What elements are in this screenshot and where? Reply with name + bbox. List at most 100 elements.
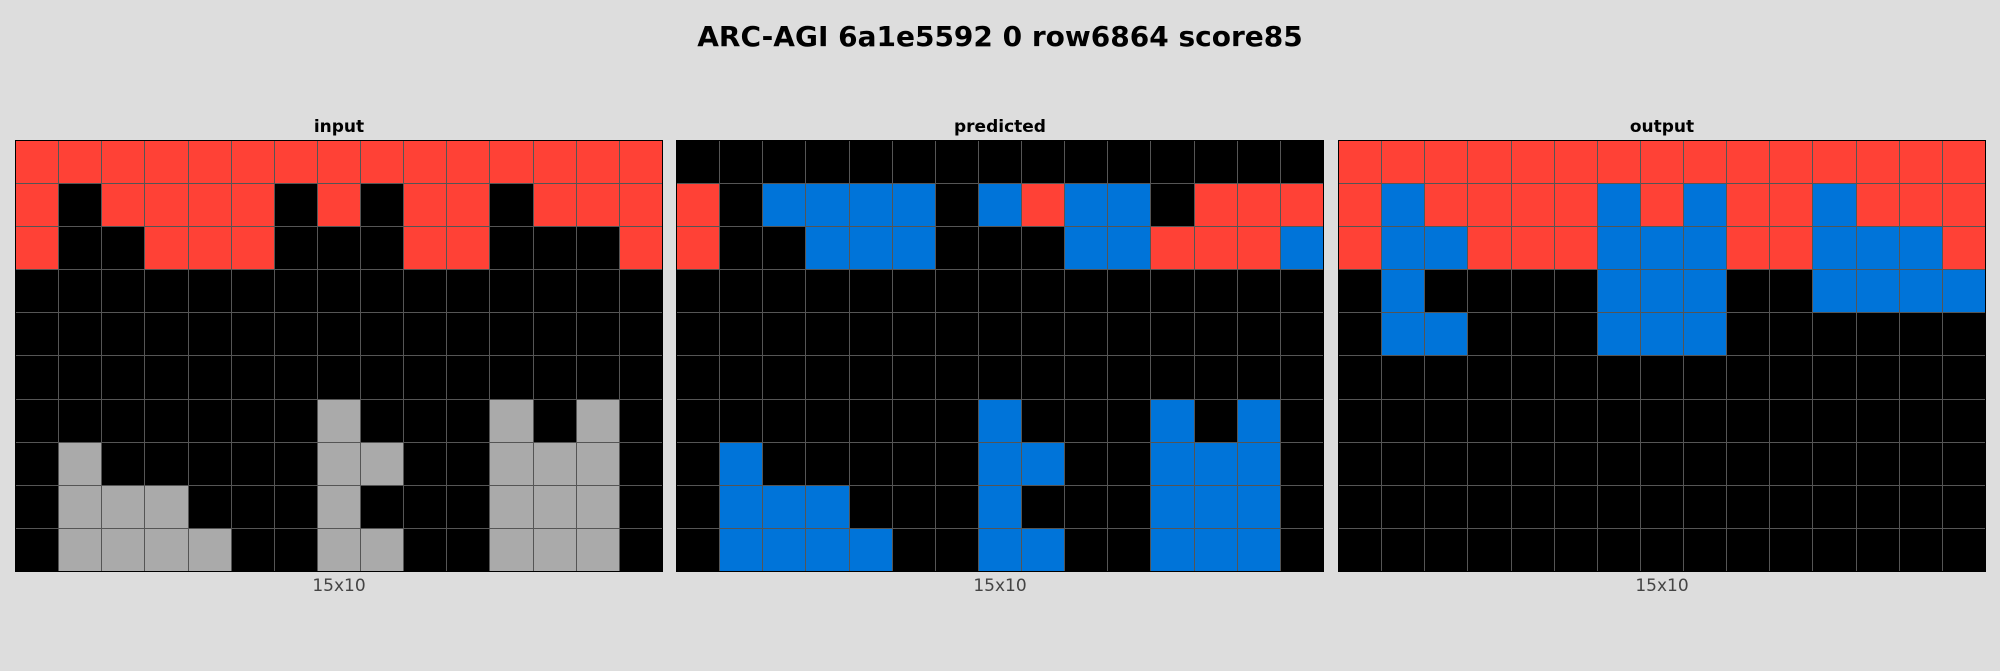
grid-cell — [1237, 313, 1280, 356]
grid-cell — [892, 485, 935, 528]
grid-cell — [978, 184, 1022, 227]
grid-cell — [806, 184, 849, 227]
grid-cell — [490, 528, 533, 571]
grid-cell — [188, 356, 231, 399]
grid-cell — [1856, 356, 1899, 399]
grid-cell — [1280, 313, 1323, 356]
grid-cell — [806, 313, 849, 356]
grid-cell — [1856, 528, 1899, 571]
grid-cell — [1425, 442, 1468, 485]
grid-cell — [720, 270, 763, 313]
grid-cell — [1640, 356, 1684, 399]
grid-cell — [619, 399, 662, 442]
grid-cell — [1899, 356, 1942, 399]
grid-cell — [1727, 141, 1770, 184]
grid-cell — [145, 442, 188, 485]
grid-cell — [1022, 528, 1065, 571]
grid-cell — [1727, 227, 1770, 270]
grid-cell — [1425, 184, 1468, 227]
grid-cell — [231, 141, 274, 184]
grid-cell — [274, 442, 317, 485]
grid-cell — [1813, 270, 1856, 313]
grid-cell — [806, 442, 849, 485]
grid-cell — [533, 270, 576, 313]
grid-cell — [231, 313, 274, 356]
grid-cell — [1813, 184, 1856, 227]
grid-cell — [892, 184, 935, 227]
grid-cell — [533, 356, 576, 399]
grid-cell — [59, 313, 102, 356]
grid-cell — [317, 528, 361, 571]
grid-cell — [102, 528, 145, 571]
grid-cell — [892, 528, 935, 571]
grid-cell — [1108, 485, 1151, 528]
grid-cell — [1727, 356, 1770, 399]
grid-cell — [404, 270, 447, 313]
grid-cell — [677, 442, 720, 485]
grid-cell — [1468, 356, 1511, 399]
grid-cell — [1640, 442, 1684, 485]
grid-cell — [1813, 399, 1856, 442]
grid-cell — [1108, 141, 1151, 184]
grid-cell — [447, 399, 490, 442]
grid-cell — [490, 485, 533, 528]
grid-cell — [102, 442, 145, 485]
grid-cell — [1151, 184, 1194, 227]
grid-cell — [1237, 528, 1280, 571]
grid-cell — [1151, 399, 1194, 442]
grid-cell — [677, 313, 720, 356]
grid-cell — [1511, 442, 1554, 485]
grid-size-label: 15x10 — [312, 576, 366, 596]
grid-cell — [102, 184, 145, 227]
grid-cell — [533, 399, 576, 442]
grid-predicted — [676, 140, 1324, 572]
grid-cell — [892, 141, 935, 184]
grid-cell — [317, 399, 361, 442]
grid-cell — [490, 141, 533, 184]
grid-cell — [317, 270, 361, 313]
grid-cell — [1684, 270, 1727, 313]
grid-cell — [102, 313, 145, 356]
grid-cell — [16, 399, 59, 442]
grid-cell — [1194, 399, 1237, 442]
grid-cell — [490, 227, 533, 270]
grid-cell — [849, 485, 892, 528]
panel-input: input 15x10 — [15, 115, 663, 596]
grid-cell — [404, 313, 447, 356]
grid-cell — [274, 184, 317, 227]
grid-cell — [1770, 141, 1813, 184]
grid-cell — [317, 442, 361, 485]
grid-cell — [231, 485, 274, 528]
grid-cell — [1022, 227, 1065, 270]
grid-cell — [16, 356, 59, 399]
grid-cell — [533, 184, 576, 227]
grid-cell — [1899, 399, 1942, 442]
grid-cell — [1511, 485, 1554, 528]
grid-cell — [361, 270, 404, 313]
grid-cell — [1511, 270, 1554, 313]
grid-cell — [1425, 227, 1468, 270]
grid-cell — [935, 141, 978, 184]
grid-cell — [404, 227, 447, 270]
grid-cell — [1554, 399, 1597, 442]
grid-cell — [978, 313, 1022, 356]
grid-cell — [677, 141, 720, 184]
grid-cell — [1942, 485, 1985, 528]
grid-cell — [231, 442, 274, 485]
grid-cell — [188, 313, 231, 356]
grid-cell — [763, 270, 806, 313]
grid-cell — [317, 141, 361, 184]
grid-cell — [1468, 442, 1511, 485]
grid-cell — [1554, 313, 1597, 356]
grid-cell — [763, 485, 806, 528]
grid-cell — [1194, 528, 1237, 571]
grid-cell — [1813, 528, 1856, 571]
grid-cell — [1554, 485, 1597, 528]
grid-cell — [1640, 528, 1684, 571]
grid-cell — [1065, 313, 1108, 356]
grid-cell — [1280, 184, 1323, 227]
grid-cell — [1770, 442, 1813, 485]
grid-cell — [1425, 313, 1468, 356]
grid-cell — [849, 528, 892, 571]
panel-output: output 15x10 — [1338, 115, 1986, 596]
